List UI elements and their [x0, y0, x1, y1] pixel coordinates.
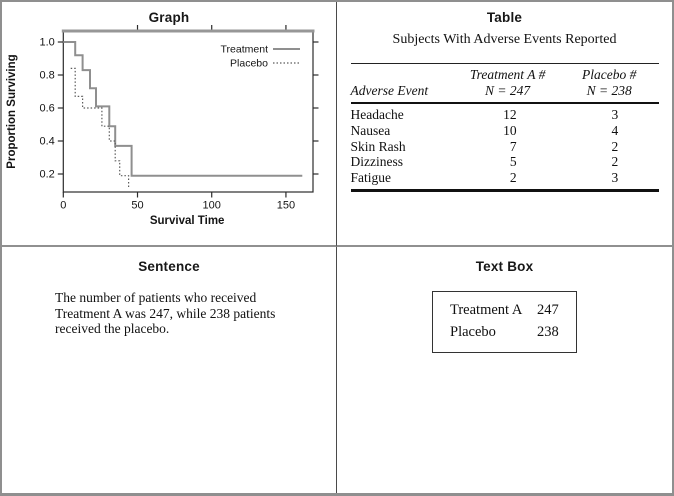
treatment-count-cell: 7	[455, 139, 560, 155]
table-header-row-1: Treatment A # Placebo #	[350, 63, 659, 83]
treatment-count: 12	[503, 107, 517, 122]
x-tick-label: 50	[131, 200, 143, 212]
treatment-count-cell: 2	[455, 170, 560, 193]
table-row: Headache 12 3	[351, 103, 659, 123]
header-placebo-line2: N = 238	[559, 83, 659, 104]
event-cell: Dizziness	[350, 154, 403, 170]
table-panel-title: Table	[486, 10, 523, 25]
placebo-count: 4	[611, 122, 619, 138]
y-tick-label: 0.8	[40, 70, 55, 82]
table-header-row-2: Adverse Event N = 247 N = 238	[350, 83, 659, 104]
legend-label: Treatment	[221, 44, 269, 56]
survival-chart: 0.2 0.4 0.6 0.8 1.0 0 50 100 150 Survival Time Pro…	[6, 25, 319, 227]
event-cell: Nausea	[350, 122, 391, 138]
textbox-panel: Text Box Treatment A 247 Placebo 238	[337, 247, 672, 493]
table-panel: Table Subjects With Adverse Events Repor…	[337, 2, 672, 247]
textbox-panel-title: Text Box	[475, 259, 534, 274]
treatment-count-cell: 12	[455, 103, 560, 123]
value-box: Treatment A 247 Placebo 238	[432, 291, 577, 353]
y-tick-label: 1.0	[40, 37, 55, 49]
y-axis-label: Proportion Surviving	[6, 54, 18, 168]
event-cell: Headache	[350, 107, 404, 122]
table-row: Skin Rash 7 2	[351, 139, 659, 155]
treatment-count: 7	[509, 138, 517, 154]
value-box-row: Treatment A 247	[450, 299, 576, 321]
sentence-line: received the placebo.	[55, 321, 170, 337]
sentence-line: Treatment A was 247, while 238 patients	[55, 305, 276, 321]
value-box-label: Placebo	[450, 324, 496, 340]
sentence-panel-title: Sentence	[138, 259, 200, 274]
x-tick-label: 150	[277, 200, 295, 212]
value-box-value: 247	[536, 302, 559, 318]
header-placebo-line1: Placebo #	[559, 63, 659, 83]
x-tick-label: 100	[203, 200, 221, 212]
adverse-events-table: Treatment A # Placebo # Adverse Event N …	[350, 63, 659, 193]
x-tick-label: 0	[60, 200, 66, 212]
plot-frame	[62, 30, 314, 193]
treatment-count-cell: 5	[455, 154, 560, 170]
table-subtitle: Subjects With Adverse Events Reported	[392, 32, 617, 47]
placebo-count-cell: 4	[560, 123, 659, 139]
value-box-row: Placebo 238	[450, 321, 576, 343]
treatment-count-cell: 10	[455, 123, 560, 139]
treatment-count: 10	[503, 122, 517, 138]
series-placebo	[70, 67, 130, 189]
placebo-count-cell: 3	[559, 170, 659, 193]
legend-label: Placebo	[230, 58, 268, 70]
header-adverse-event: Adverse Event	[350, 83, 456, 104]
graph-panel: Graph 0.2 0.4 0.6 0.8 1.0 0 50 100 150 Survival T…	[2, 2, 337, 247]
placebo-count: 3	[611, 170, 619, 186]
placebo-count: 3	[611, 107, 619, 122]
placebo-count: 2	[611, 154, 619, 170]
event-cell: Skin Rash	[350, 138, 406, 154]
value-box-label: Treatment A	[450, 302, 523, 318]
placebo-count-cell: 3	[560, 103, 659, 123]
treatment-count: 5	[509, 154, 517, 170]
y-tick-label: 0.4	[40, 136, 55, 148]
value-box-value: 238	[536, 324, 559, 340]
x-axis-label: Survival Time	[150, 215, 225, 227]
treatment-count: 2	[509, 170, 517, 186]
placebo-count-cell: 2	[560, 139, 659, 155]
event-cell: Fatigue	[350, 170, 456, 193]
graph-panel-title: Graph	[148, 10, 190, 25]
table-row: Fatigue 2 3	[350, 170, 659, 193]
header-treatment-line1: Treatment A #	[455, 63, 560, 83]
sentence-text: The number of patients who received Trea…	[55, 290, 336, 337]
y-tick-label: 0.2	[40, 169, 55, 181]
header-treatment-line2: N = 247	[455, 83, 560, 104]
sentence-panel: Sentence The number of patients who rece…	[2, 247, 337, 493]
table-row: Dizziness 5 2	[351, 154, 659, 170]
y-tick-label: 0.6	[40, 103, 55, 115]
table-row: Nausea 10 4	[351, 123, 659, 139]
placebo-count: 2	[611, 138, 619, 154]
series-treatment	[63, 41, 303, 177]
sentence-line: The number of patients who received	[55, 290, 257, 305]
header-spacer	[350, 63, 456, 83]
placebo-count-cell: 2	[560, 154, 659, 170]
